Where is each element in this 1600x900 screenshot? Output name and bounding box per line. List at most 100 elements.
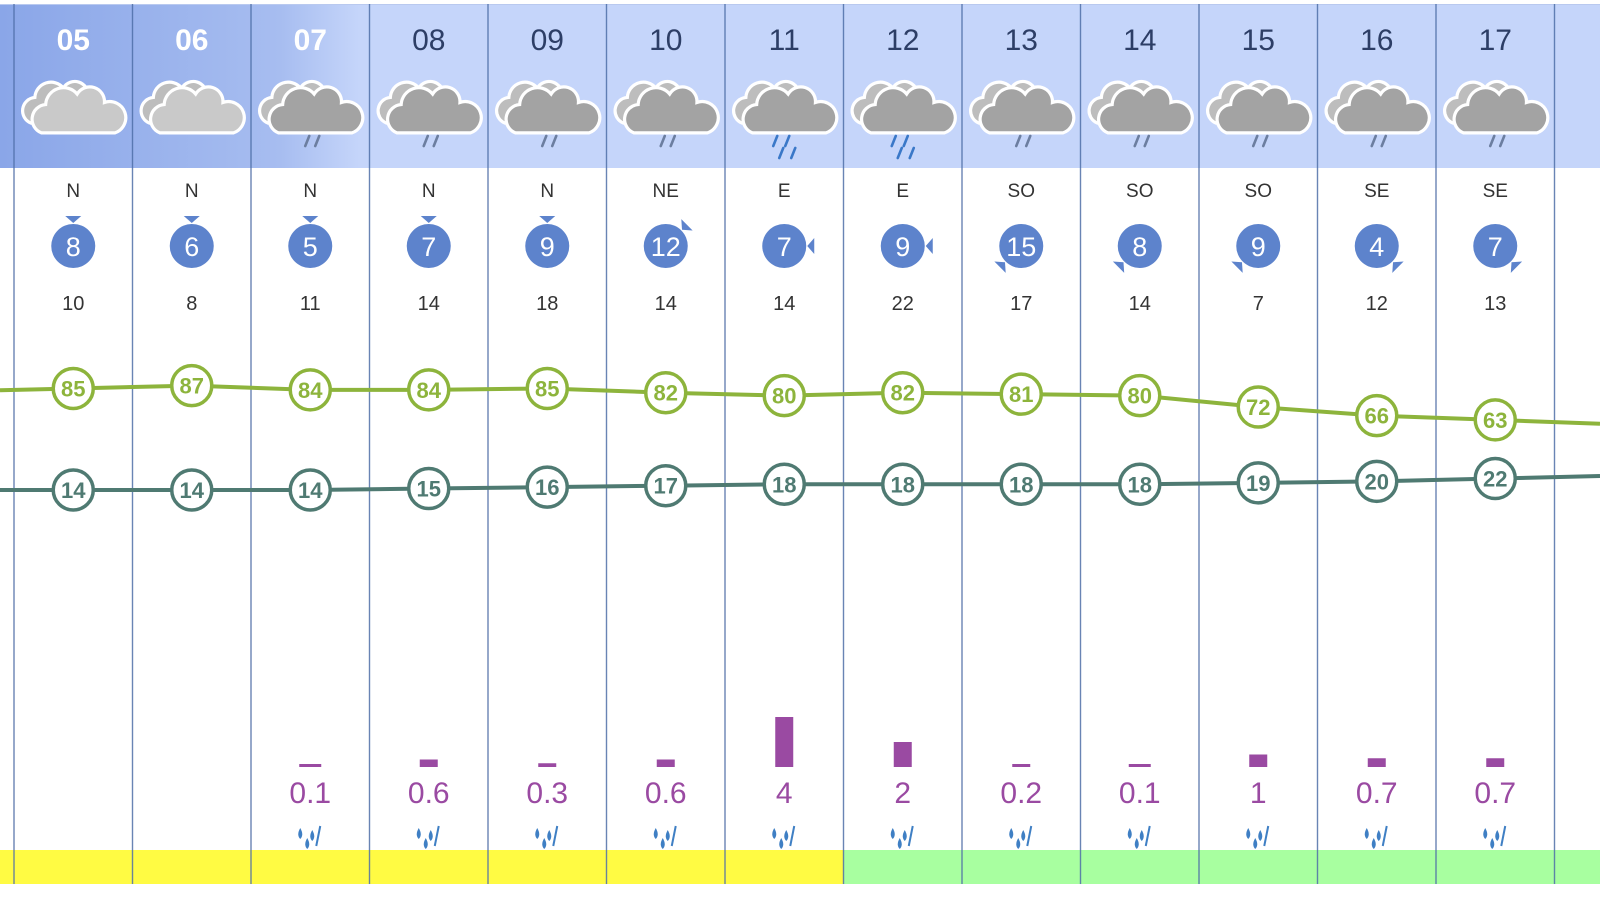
- raindrop-shape: [653, 828, 658, 839]
- rain-drop: [1498, 134, 1506, 148]
- series-point: [1355, 393, 1399, 438]
- series-point-label: 15: [417, 477, 441, 502]
- series-point-label: 81: [1009, 382, 1033, 407]
- wind-speed-badge: [288, 224, 333, 268]
- precipitation-bar: [1486, 758, 1505, 767]
- wind-speed-badge: [169, 224, 214, 268]
- header-top-edge: [0, 4, 1600, 5]
- series-point-label: 87: [180, 374, 204, 399]
- raindrops-icon: [772, 825, 796, 849]
- wind-gust-value: 22: [892, 293, 914, 315]
- raindrops-icon: [1127, 825, 1151, 849]
- series-point-label: 14: [61, 478, 86, 503]
- precipitation-bar: [775, 717, 794, 767]
- cloud-shape: [978, 85, 1076, 135]
- series-point: [288, 468, 332, 512]
- wind-direction-label: SE: [1364, 181, 1389, 202]
- wind-direction-label: NE: [653, 181, 679, 202]
- raindrop-shape: [902, 830, 907, 841]
- raindrop-shape: [1371, 838, 1376, 849]
- series-point-label: 85: [61, 376, 85, 401]
- raindrops-icon: [1483, 825, 1507, 849]
- cloud-icon: [139, 79, 246, 135]
- day-label: 09: [531, 24, 564, 57]
- cloud-shape: [1452, 85, 1550, 135]
- cloud-rain-icon: [850, 79, 957, 160]
- raindrop-shape: [660, 838, 665, 849]
- day-label: 11: [769, 24, 800, 57]
- raindrop-shape: [779, 838, 784, 849]
- rain-drop: [540, 134, 548, 148]
- wind-speed-value: 15: [1006, 232, 1036, 262]
- series-point-label: 84: [298, 378, 323, 403]
- rain-drop: [1370, 134, 1378, 148]
- wind-direction-label: N: [422, 181, 436, 202]
- bottom-band-cell: [962, 850, 1081, 884]
- precipitation-value: 2: [894, 777, 911, 810]
- raindrop-shape: [1021, 830, 1026, 841]
- precipitation-value: 0.6: [408, 777, 450, 810]
- series-point-label: 82: [654, 381, 678, 406]
- rain-streak: [315, 825, 322, 847]
- series-point-label: 84: [417, 378, 442, 403]
- wind-speed-value: 7: [777, 232, 792, 262]
- wind-speed-badge: [1354, 224, 1399, 268]
- rain-streak: [1381, 825, 1388, 847]
- series-point: [644, 370, 688, 415]
- series-point-label: 82: [891, 381, 915, 406]
- series-point-label: 14: [298, 478, 323, 503]
- day-label: 06: [175, 24, 208, 57]
- cloud-shape: [860, 85, 957, 135]
- raindrops-icon: [1364, 825, 1388, 849]
- wind-direction-label: SO: [1008, 181, 1035, 202]
- raindrop-shape: [665, 830, 670, 841]
- series-point: [51, 366, 95, 411]
- cloud-rain-icon: [732, 79, 839, 160]
- precipitation-value: 0.2: [1000, 777, 1042, 810]
- series-point-label: 18: [772, 472, 796, 497]
- precipitation-bar: [1249, 754, 1268, 767]
- series-point-label: 20: [1365, 469, 1389, 494]
- raindrops-icon: [890, 825, 914, 849]
- wind-speed-badge: [525, 224, 570, 268]
- rain-drop: [1261, 134, 1269, 148]
- rain-streak: [1026, 825, 1033, 847]
- wind-direction-label: N: [66, 181, 80, 202]
- bottom-band-cell: [1554, 850, 1600, 884]
- wind-gust-value: 14: [773, 293, 795, 315]
- series-point-label: 18: [1009, 472, 1033, 497]
- precipitation-bar: [1367, 758, 1386, 767]
- series-point: [525, 366, 569, 411]
- precipitation-bar: [299, 764, 322, 767]
- rain-drop: [890, 134, 898, 148]
- rain-streak: [789, 825, 796, 847]
- raindrops-icon: [1009, 825, 1033, 849]
- day-label: 15: [1242, 24, 1275, 57]
- day-label: 16: [1360, 24, 1393, 57]
- raindrop-shape: [1376, 830, 1381, 841]
- raindrops-icon: [535, 825, 559, 849]
- wind-direction-arrow: [681, 219, 693, 231]
- wind-speed-badge: [643, 224, 688, 268]
- series-point: [1236, 461, 1280, 505]
- wind-speed-badge: [406, 224, 451, 268]
- precipitation-value: 0.1: [1119, 777, 1161, 810]
- raindrops-icon: [1246, 825, 1270, 849]
- rain-drop: [1133, 134, 1141, 148]
- rain-drop: [550, 134, 558, 148]
- precipitation-value: 0.7: [1356, 777, 1398, 810]
- rain-drop: [777, 146, 785, 160]
- precipitation-bar: [419, 759, 438, 767]
- rain-drop: [789, 146, 797, 160]
- rain-drop: [422, 134, 430, 148]
- rain-streak: [907, 825, 914, 847]
- wind-gust-value: 10: [62, 293, 84, 315]
- bottom-band-cell: [369, 850, 488, 884]
- raindrop-shape: [1258, 830, 1263, 841]
- precipitation-bar: [656, 759, 675, 767]
- wind-speed-value: 4: [1369, 232, 1384, 262]
- cloud-shape: [1097, 85, 1194, 135]
- series-point: [1118, 462, 1162, 507]
- precipitation-value: 0.7: [1474, 777, 1516, 810]
- bottom-band-cell: [1199, 850, 1318, 884]
